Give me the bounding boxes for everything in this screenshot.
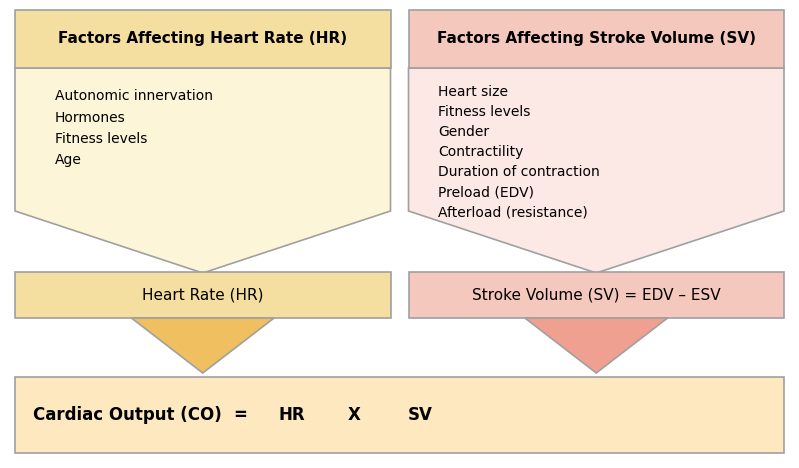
Polygon shape (15, 68, 391, 273)
Bar (408, 10, 784, 68)
Text: Cardiac Output (CO): Cardiac Output (CO) (33, 406, 222, 424)
Text: Autonomic innervation
Hormones
Fitness levels
Age: Autonomic innervation Hormones Fitness l… (55, 89, 213, 167)
Text: Heart Rate (HR): Heart Rate (HR) (142, 287, 264, 302)
Text: Stroke Volume (SV) = EDV – ESV: Stroke Volume (SV) = EDV – ESV (472, 287, 721, 302)
Polygon shape (525, 318, 668, 373)
Text: HR: HR (278, 406, 304, 424)
Bar (408, 272, 784, 318)
Text: Factors Affecting Heart Rate (HR): Factors Affecting Heart Rate (HR) (58, 31, 348, 46)
Bar (15, 10, 391, 68)
Polygon shape (131, 318, 274, 373)
Text: =: = (233, 406, 247, 424)
Bar (15, 377, 784, 453)
Bar (15, 272, 391, 318)
Text: Heart size
Fitness levels
Gender
Contractility
Duration of contraction
Preload (: Heart size Fitness levels Gender Contrac… (439, 85, 600, 219)
Polygon shape (408, 68, 784, 273)
Text: SV: SV (408, 406, 433, 424)
Text: X: X (348, 406, 361, 424)
Text: Factors Affecting Stroke Volume (SV): Factors Affecting Stroke Volume (SV) (437, 31, 756, 46)
